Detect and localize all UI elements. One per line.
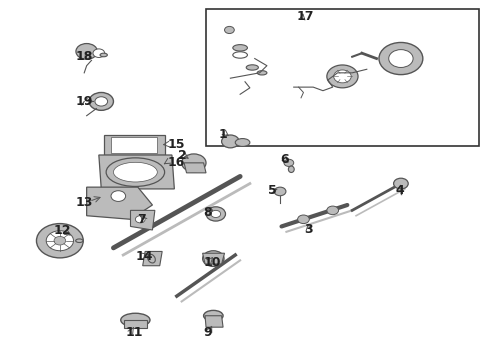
Text: 6: 6 [280,153,289,166]
Circle shape [206,207,225,221]
Ellipse shape [100,53,107,57]
Polygon shape [87,187,152,219]
Ellipse shape [75,239,83,243]
Circle shape [327,206,339,215]
Circle shape [76,44,98,59]
Text: 11: 11 [125,327,143,339]
Polygon shape [202,253,224,264]
Text: 15: 15 [168,138,186,151]
Text: 16: 16 [168,156,185,169]
Ellipse shape [147,254,155,263]
Bar [206,9,479,146]
Ellipse shape [121,313,150,327]
Circle shape [135,216,145,223]
Ellipse shape [246,65,258,70]
Circle shape [274,187,286,196]
Ellipse shape [114,162,157,182]
Polygon shape [205,316,223,327]
Circle shape [221,135,239,148]
Text: 4: 4 [395,184,404,197]
Circle shape [93,49,105,58]
Text: 14: 14 [135,250,153,263]
Ellipse shape [257,71,267,75]
Ellipse shape [233,52,247,58]
Polygon shape [99,155,174,189]
Text: 8: 8 [203,206,212,219]
Ellipse shape [288,166,294,172]
Circle shape [111,191,125,202]
Polygon shape [124,320,147,328]
Polygon shape [143,251,162,266]
Circle shape [54,237,66,245]
Circle shape [46,231,74,251]
Text: 2: 2 [178,149,187,162]
Circle shape [297,215,309,224]
Circle shape [89,93,114,111]
Text: 3: 3 [304,223,313,236]
Circle shape [36,224,83,258]
Polygon shape [111,137,157,153]
Text: 9: 9 [203,327,212,339]
Text: 18: 18 [75,50,93,63]
Circle shape [379,42,423,75]
Text: 13: 13 [75,195,93,209]
Text: 12: 12 [54,224,72,237]
Circle shape [327,65,358,88]
Text: 19: 19 [75,95,93,108]
Circle shape [284,159,294,166]
Polygon shape [104,135,165,155]
Polygon shape [130,210,155,230]
Ellipse shape [235,139,250,147]
Circle shape [224,26,234,33]
Text: 1: 1 [218,128,227,141]
Circle shape [389,50,413,67]
Circle shape [393,178,408,189]
Text: 5: 5 [269,184,277,197]
Circle shape [334,70,351,83]
Polygon shape [184,163,206,173]
Circle shape [207,254,219,263]
Circle shape [202,251,224,266]
Text: 10: 10 [203,256,221,269]
Circle shape [95,97,108,106]
Ellipse shape [106,158,165,186]
Text: 7: 7 [137,213,146,226]
Ellipse shape [203,310,223,321]
Text: 17: 17 [296,10,314,23]
Circle shape [182,154,206,172]
Circle shape [211,210,220,217]
Ellipse shape [233,45,247,51]
